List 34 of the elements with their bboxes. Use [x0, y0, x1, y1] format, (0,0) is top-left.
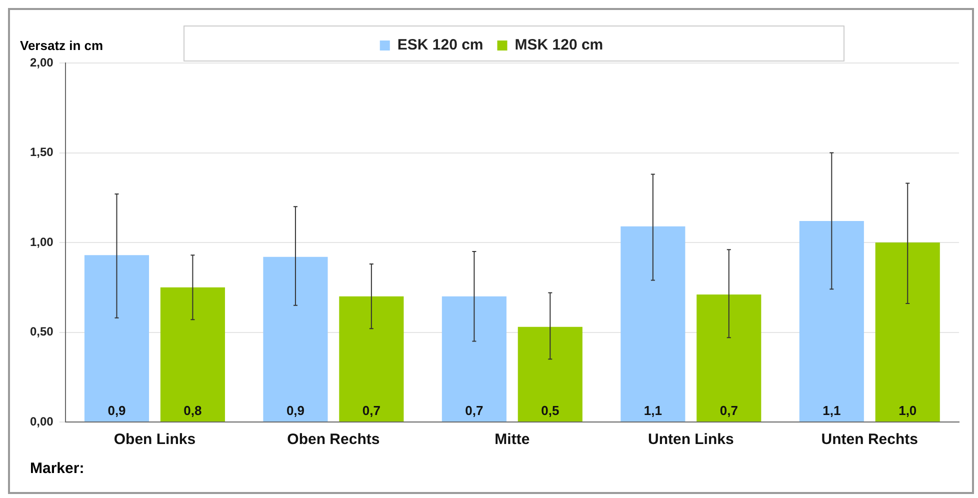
bar: [160, 287, 225, 422]
bar: [620, 226, 686, 422]
data-label: 1,1: [822, 403, 841, 418]
bar: [696, 294, 762, 422]
text: Marker:: [30, 460, 84, 477]
y-axis-title: Versatz in cm: [20, 38, 104, 53]
data-label: 0,9: [108, 403, 126, 418]
data-label: 0,5: [541, 403, 560, 418]
bar: [518, 326, 582, 422]
legend-label: ESK 120 cm: [397, 36, 484, 54]
bar: [875, 242, 940, 422]
y-tick-label: 0,50: [30, 324, 54, 339]
y-tick-label: 0,00: [30, 414, 54, 428]
x-tick-label: Unten Rechts: [821, 431, 918, 448]
x-tick-label: Oben Links: [114, 431, 196, 448]
data-label: 1,0: [898, 403, 917, 418]
bar: [339, 296, 404, 422]
x-tick-label: Oben Rechts: [287, 431, 380, 448]
bar: [84, 255, 150, 422]
data-label: 0,7: [362, 403, 380, 418]
bar: [799, 220, 864, 422]
legend-label: MSK 120 cm: [514, 36, 604, 54]
data-label: 0,8: [184, 403, 202, 418]
x-tick-label: Unten Links: [648, 431, 734, 448]
bar: [442, 296, 506, 422]
data-label: 0,9: [286, 403, 305, 418]
x-tick-label: Mitte: [494, 431, 530, 448]
data-label: 1,1: [644, 403, 662, 418]
y-tick-label: 1,00: [30, 234, 54, 249]
bar: [263, 256, 328, 422]
data-label: 0,7: [465, 403, 484, 418]
y-tick-label: 2,00: [30, 55, 54, 70]
data-label: 0,7: [720, 403, 738, 418]
y-tick-label: 1,50: [30, 145, 54, 160]
